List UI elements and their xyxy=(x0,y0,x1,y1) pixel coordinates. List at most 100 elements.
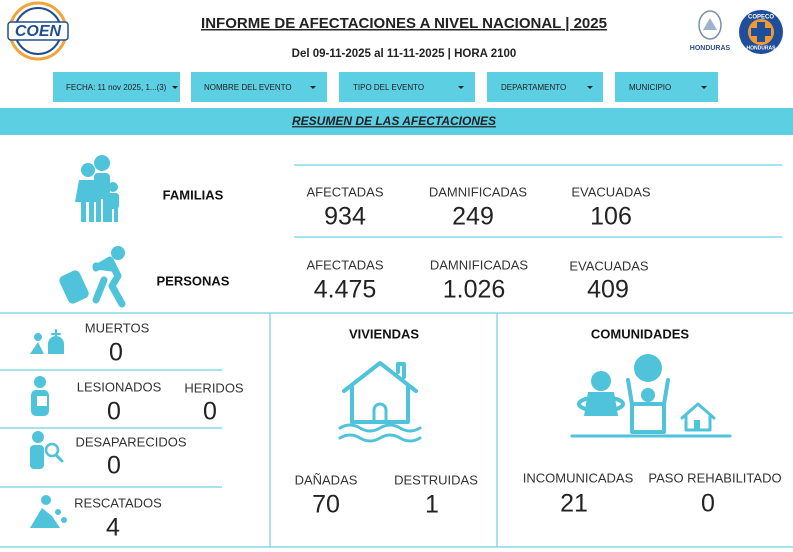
filter[interactable]: FECHA: 11 nov 2025, 1...(3) xyxy=(53,72,180,102)
filter[interactable]: DEPARTAMENTO xyxy=(487,72,603,102)
stat-label: DAÑADAS xyxy=(295,472,358,487)
icon-part xyxy=(55,509,61,515)
incident-label: MUERTOS xyxy=(85,320,150,335)
icon-part xyxy=(92,256,126,308)
filter-box[interactable] xyxy=(191,72,327,102)
logo-band xyxy=(7,21,69,41)
copeco-logo: COPECO HONDURAS xyxy=(739,10,783,54)
icon-part xyxy=(34,376,46,388)
dropdown-arrow[interactable] xyxy=(458,86,464,89)
filter[interactable]: TIPO DEL EVENTO xyxy=(339,72,475,102)
icon-part xyxy=(694,420,700,430)
icon-part xyxy=(641,388,655,402)
incident-value: 0 xyxy=(203,398,217,426)
icon-part xyxy=(61,517,67,523)
incident-label: DESAPARECIDOS xyxy=(75,434,186,449)
filter-label[interactable]: MUNICIPIO xyxy=(629,83,671,92)
dropdown-arrow[interactable] xyxy=(172,86,178,89)
panel-title: COMUNIDADES xyxy=(591,326,690,341)
stat-value: 409 xyxy=(587,276,629,304)
filter-box[interactable] xyxy=(487,72,603,102)
incident-value: 0 xyxy=(107,452,121,480)
dropdown-arrow[interactable] xyxy=(701,86,707,89)
stat-value: 4.475 xyxy=(314,276,377,304)
family-icon xyxy=(75,155,119,222)
icon-part xyxy=(342,361,418,424)
icon-part xyxy=(108,208,112,222)
title: INFORME DE AFECTACIONES A NIVEL NACIONAL… xyxy=(201,15,607,32)
icon-part xyxy=(94,173,110,199)
rescued-icon xyxy=(30,495,67,528)
stat-value: 934 xyxy=(324,203,366,231)
icon-part xyxy=(32,431,44,443)
icon-part xyxy=(44,442,60,458)
stat-label: DAMNIFICADAS xyxy=(429,184,528,199)
icon-part xyxy=(41,495,51,505)
icon-part xyxy=(30,342,44,354)
logo-text: HONDURAS xyxy=(690,45,731,52)
icon-part xyxy=(103,198,108,222)
community-icon xyxy=(570,354,732,438)
logo-text: COPECO xyxy=(748,15,774,21)
icon-part xyxy=(114,208,118,222)
logo-text: COEN xyxy=(15,23,62,40)
icon-part xyxy=(81,163,95,177)
icon-part xyxy=(48,336,64,354)
logo-text: HONDURAS xyxy=(747,45,777,51)
icon-part xyxy=(30,508,60,528)
filter-label[interactable]: TIPO DEL EVENTO xyxy=(353,83,424,92)
injured-icon xyxy=(31,376,49,416)
icon-part xyxy=(634,354,662,382)
filter-label[interactable]: FECHA: 11 nov 2025, 1...(3) xyxy=(66,83,167,92)
emblem xyxy=(703,18,717,30)
icon-part xyxy=(51,329,61,341)
missing-icon xyxy=(30,431,64,469)
deaths-icon xyxy=(30,329,64,354)
stat-label: INCOMUNICADAS xyxy=(523,470,634,485)
panel-title: VIVIENDAS xyxy=(349,326,419,341)
icon-part xyxy=(108,182,118,192)
dropdown-arrow[interactable] xyxy=(310,86,316,89)
icon-part xyxy=(372,402,388,424)
stat-label: EVACUADAS xyxy=(571,184,651,199)
incident-value: 4 xyxy=(106,514,120,542)
filter[interactable]: NOMBRE DEL EVENTO xyxy=(191,72,327,102)
stat-label: AFECTADAS xyxy=(306,257,383,272)
honduras-logo: HONDURAS xyxy=(690,10,731,52)
icon-part xyxy=(577,395,625,413)
section-label: FAMILIAS xyxy=(163,187,224,202)
incident-label: HERIDOS xyxy=(184,380,244,395)
banner-text: RESUMEN DE LAS AFECTACIONES xyxy=(292,114,496,128)
filter-label[interactable]: NOMBRE DEL EVENTO xyxy=(204,83,292,92)
icon-part xyxy=(107,193,119,209)
stat-label: AFECTADAS xyxy=(306,184,383,199)
filter-label[interactable]: DEPARTAMENTO xyxy=(501,83,566,92)
icon-part xyxy=(94,155,110,171)
dropdown-arrow[interactable] xyxy=(587,86,593,89)
stat-value: 70 xyxy=(312,491,340,519)
banner xyxy=(0,108,793,135)
filter-box[interactable] xyxy=(53,72,180,102)
stat-value: 1 xyxy=(425,491,439,519)
house-icon xyxy=(338,361,422,443)
subtitle: Del 09-11-2025 al 11-11-2025 | HORA 2100 xyxy=(292,48,517,60)
incident-label: RESCATADOS xyxy=(74,495,162,510)
coen-logo: COEN xyxy=(7,1,69,61)
section-label: PERSONAS xyxy=(157,273,230,288)
stat-value: 1.026 xyxy=(443,276,506,304)
emblem xyxy=(698,10,722,40)
icon-part xyxy=(96,198,101,222)
person-icon xyxy=(59,246,126,308)
stat-label: EVACUADAS xyxy=(569,258,649,273)
stat-label: DESTRUIDAS xyxy=(394,472,478,487)
icon-part xyxy=(54,453,64,463)
filter-box[interactable] xyxy=(339,72,475,102)
icon-part xyxy=(591,371,611,391)
icon-part xyxy=(111,246,125,260)
icon-part xyxy=(59,270,89,304)
icon-part xyxy=(37,396,47,406)
filter-box[interactable] xyxy=(615,72,718,102)
filter[interactable]: MUNICIPIO xyxy=(615,72,718,102)
